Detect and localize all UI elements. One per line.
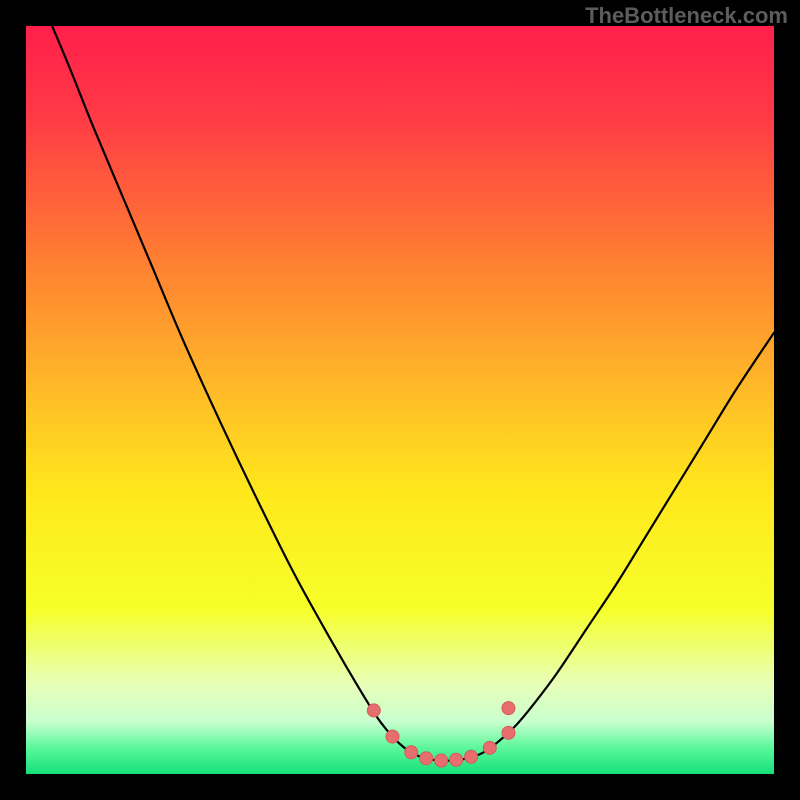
watermark-text: TheBottleneck.com	[585, 3, 788, 29]
plot-area	[26, 26, 774, 774]
stage: TheBottleneck.com	[0, 0, 800, 800]
